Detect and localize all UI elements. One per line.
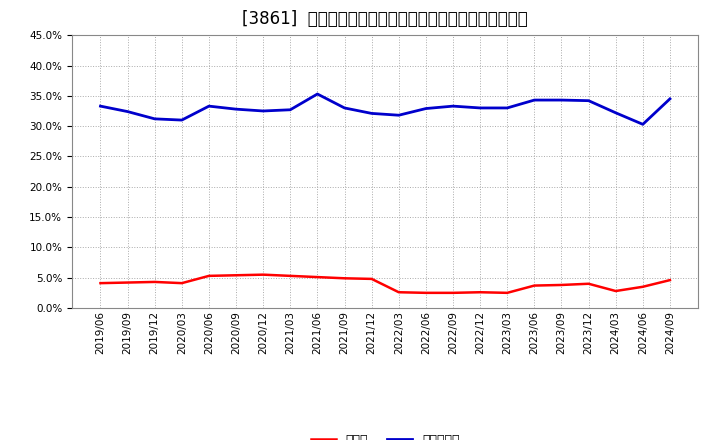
現頲金 bbox=[178, 281, 186, 286]
有利子負債 bbox=[476, 105, 485, 110]
有利子負債 bbox=[204, 103, 213, 109]
有利子負債 bbox=[259, 108, 268, 114]
現頲金 bbox=[123, 280, 132, 285]
現頲金 bbox=[611, 288, 620, 293]
現頲金 bbox=[530, 283, 539, 288]
現頲金 bbox=[665, 278, 674, 283]
現頲金 bbox=[313, 275, 322, 280]
現頲金 bbox=[476, 290, 485, 295]
有利子負債 bbox=[286, 107, 294, 112]
現頲金 bbox=[341, 275, 349, 281]
有利子負債 bbox=[367, 111, 376, 116]
Title: [3861]  現頲金、有利子負債の総資産に対する比率の推移: [3861] 現頲金、有利子負債の総資産に対する比率の推移 bbox=[243, 10, 528, 28]
有利子負債 bbox=[584, 98, 593, 103]
現頲金 bbox=[96, 281, 105, 286]
有利子負債 bbox=[557, 97, 566, 103]
現頲金 bbox=[232, 273, 240, 278]
有利子負債 bbox=[665, 96, 674, 102]
有利子負債 bbox=[449, 103, 457, 109]
現頲金 bbox=[503, 290, 511, 296]
有利子負債 bbox=[611, 110, 620, 115]
現頲金 bbox=[421, 290, 430, 296]
現頲金 bbox=[367, 276, 376, 282]
現頲金 bbox=[639, 284, 647, 290]
有利子負債 bbox=[639, 122, 647, 127]
有利子負債 bbox=[178, 117, 186, 123]
有利子負債 bbox=[96, 103, 105, 109]
現頲金 bbox=[259, 272, 268, 277]
Line: 現頲金: 現頲金 bbox=[101, 275, 670, 293]
有利子負債 bbox=[232, 106, 240, 112]
有利子負債 bbox=[395, 113, 403, 118]
有利子負債 bbox=[123, 109, 132, 114]
現頲金 bbox=[204, 273, 213, 279]
現頲金 bbox=[286, 273, 294, 279]
現頲金 bbox=[449, 290, 457, 296]
現頲金 bbox=[150, 279, 159, 285]
Legend: 現頲金, 有利子負債: 現頲金, 有利子負債 bbox=[306, 429, 464, 440]
有利子負債 bbox=[503, 105, 511, 110]
有利子負債 bbox=[313, 92, 322, 97]
現頲金 bbox=[395, 290, 403, 295]
有利子負債 bbox=[421, 106, 430, 111]
有利子負債 bbox=[341, 105, 349, 110]
現頲金 bbox=[557, 282, 566, 288]
現頲金 bbox=[584, 281, 593, 286]
有利子負債 bbox=[150, 116, 159, 121]
有利子負債 bbox=[530, 97, 539, 103]
Line: 有利子負債: 有利子負債 bbox=[101, 94, 670, 125]
